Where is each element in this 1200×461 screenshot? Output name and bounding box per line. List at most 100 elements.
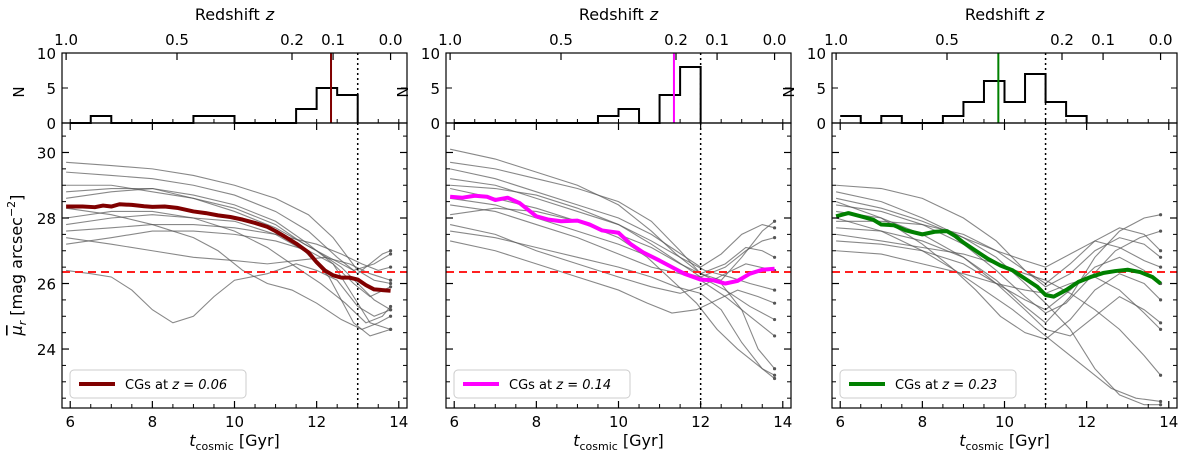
galaxy-track-10 [449, 168, 775, 268]
main-plot-area [62, 123, 407, 408]
galaxy-track-endpoint [1158, 249, 1163, 253]
galaxy-track-2 [66, 187, 391, 311]
hist-ylabel: N [780, 86, 798, 97]
legend: CGs at z = 0.14 [453, 369, 631, 399]
hist-ytick-label: 5 [816, 80, 826, 98]
x-axis-title-sub: cosmic [196, 440, 234, 453]
main-axes: 6 8 10 12 14 tcosmic [Gyr] CGs at z = 0.23 [831, 122, 1178, 453]
hist-ytick-label: 0 [430, 115, 440, 133]
legend-label: CGs at z = 0.23 [895, 378, 997, 393]
ytick-label: 30 [37, 144, 56, 162]
galaxy-track-endpoint [1158, 321, 1163, 325]
galaxy-track-6 [836, 184, 1161, 288]
galaxy-track-endpoint [388, 249, 393, 253]
legend-box [453, 369, 631, 399]
galaxy-track-endpoint [1158, 327, 1163, 331]
hist-ytick-label: 10 [807, 45, 826, 63]
galaxy-track-1 [449, 148, 775, 370]
redshift-tick-label: 0.0 [1149, 31, 1173, 49]
galaxy-track-endpoint [388, 265, 393, 269]
ytick-label: 28 [37, 210, 56, 228]
galaxy-track-endpoint [1158, 255, 1163, 259]
y-axis-title-var: μ [7, 325, 26, 336]
histogram-steps [454, 66, 702, 124]
redshift-axis-title-var: z [649, 5, 659, 24]
y-axis-title-unit: [mag arcsec [7, 217, 26, 316]
galaxy-track-9 [835, 201, 1161, 340]
galaxy-track-5 [66, 210, 391, 324]
x-axis-title: tcosmic [Gyr] [959, 431, 1050, 453]
galaxy-track-5 [835, 217, 1161, 402]
xtick-label: 10 [225, 413, 244, 431]
redshift-tick-label: 0.2 [280, 31, 304, 49]
redshift-axis-title: Redshift z [965, 5, 1045, 24]
galaxy-track-4 [450, 204, 775, 337]
legend-label-prefix: CGs at [125, 378, 172, 393]
xtick-label: 10 [609, 413, 628, 431]
legend-label: CGs at z = 0.06 [125, 378, 227, 393]
redshift-tick-label: 0.0 [763, 31, 787, 49]
redshift-axis-title-var: z [1035, 5, 1045, 24]
y-axis-title-exp: −2 [5, 201, 18, 217]
galaxy-track-endpoint [388, 308, 393, 312]
histogram-steps [70, 87, 359, 124]
xtick-label: 6 [449, 413, 459, 431]
galaxy-track-endpoint [388, 281, 393, 286]
histogram-steps [840, 73, 1088, 124]
redshift-tick-label: 0.5 [549, 31, 573, 49]
galaxy-track-endpoint [1158, 373, 1163, 377]
x-axis-title-sub: cosmic [966, 440, 1004, 453]
x-axis-title-unit: [Gyr] [1009, 431, 1050, 450]
galaxy-track-11 [449, 240, 775, 314]
main-axes: 6 8 10 12 14 tcosmic [Gyr] CGs at z = 0.14 [445, 122, 792, 453]
galaxy-track-7 [836, 210, 1161, 337]
redshift-tick-label: 0.1 [705, 31, 729, 49]
main-plot-area [446, 123, 791, 408]
legend: CGs at z = 0.23 [839, 369, 1017, 399]
legend-label-redshift: z = 0.06 [171, 378, 227, 393]
x-axis-title-unit: [Gyr] [239, 431, 280, 450]
galaxy-track-endpoint [772, 236, 777, 240]
galaxy-track-endpoint [772, 334, 777, 338]
hist-ytick-label: 10 [421, 45, 440, 63]
panel-left: 0 5 10 N 1.0 0.5 0.2 0.1 0.0 Redshift z 6 8 10 12 14 24 2… [10, 5, 408, 453]
hist-ytick-label: 5 [46, 80, 56, 98]
redshift-axis-title-word: Redshift [195, 5, 260, 24]
galaxy-track-endpoint [1158, 399, 1163, 404]
galaxy-track-endpoint [772, 219, 777, 223]
galaxy-track-endpoint [388, 285, 393, 289]
galaxy-track-5 [450, 230, 775, 376]
main-plot-area [832, 123, 1177, 408]
galaxy-track-11 [835, 197, 1161, 268]
ytick-label: 24 [37, 341, 56, 359]
galaxy-track-8 [66, 161, 391, 285]
histogram-axes: 0 5 10 N 1.0 0.5 0.2 0.1 0.0 Redshift z [394, 5, 792, 133]
main-frame [445, 122, 792, 409]
galaxy-track-endpoint [1158, 213, 1163, 217]
xtick-label: 6 [835, 413, 845, 431]
galaxy-track-3 [450, 178, 775, 278]
galaxy-track-3 [66, 230, 391, 330]
y-axis-title: μr [mag arcsec−2] [5, 195, 29, 337]
galaxy-track-4 [836, 240, 1161, 311]
xtick-label: 14 [389, 413, 408, 431]
galaxy-track-endpoint [772, 255, 777, 259]
xtick-label: 12 [307, 413, 326, 431]
redshift-tick-label: 0.1 [1091, 31, 1115, 49]
x-axis-title: tcosmic [Gyr] [573, 431, 664, 453]
hist-ytick-label: 10 [37, 45, 56, 63]
galaxy-track-6 [449, 187, 775, 379]
redshift-axis-title-word: Redshift [579, 5, 644, 24]
x-axis-title-sub: cosmic [580, 440, 618, 453]
xtick-label: 12 [691, 413, 710, 431]
galaxy-track-endpoint [388, 252, 393, 256]
x-axis-title-var: t [189, 431, 196, 450]
galaxy-track-8 [449, 224, 775, 294]
legend-box [69, 369, 247, 399]
redshift-tick-label: 0.5 [935, 31, 959, 49]
galaxy-track-7 [450, 207, 775, 275]
redshift-tick-label: 0.2 [664, 31, 688, 49]
galaxy-track-2 [450, 161, 775, 281]
redshift-axis-title-word: Redshift [965, 5, 1030, 24]
redshift-axis-title-var: z [265, 5, 275, 24]
